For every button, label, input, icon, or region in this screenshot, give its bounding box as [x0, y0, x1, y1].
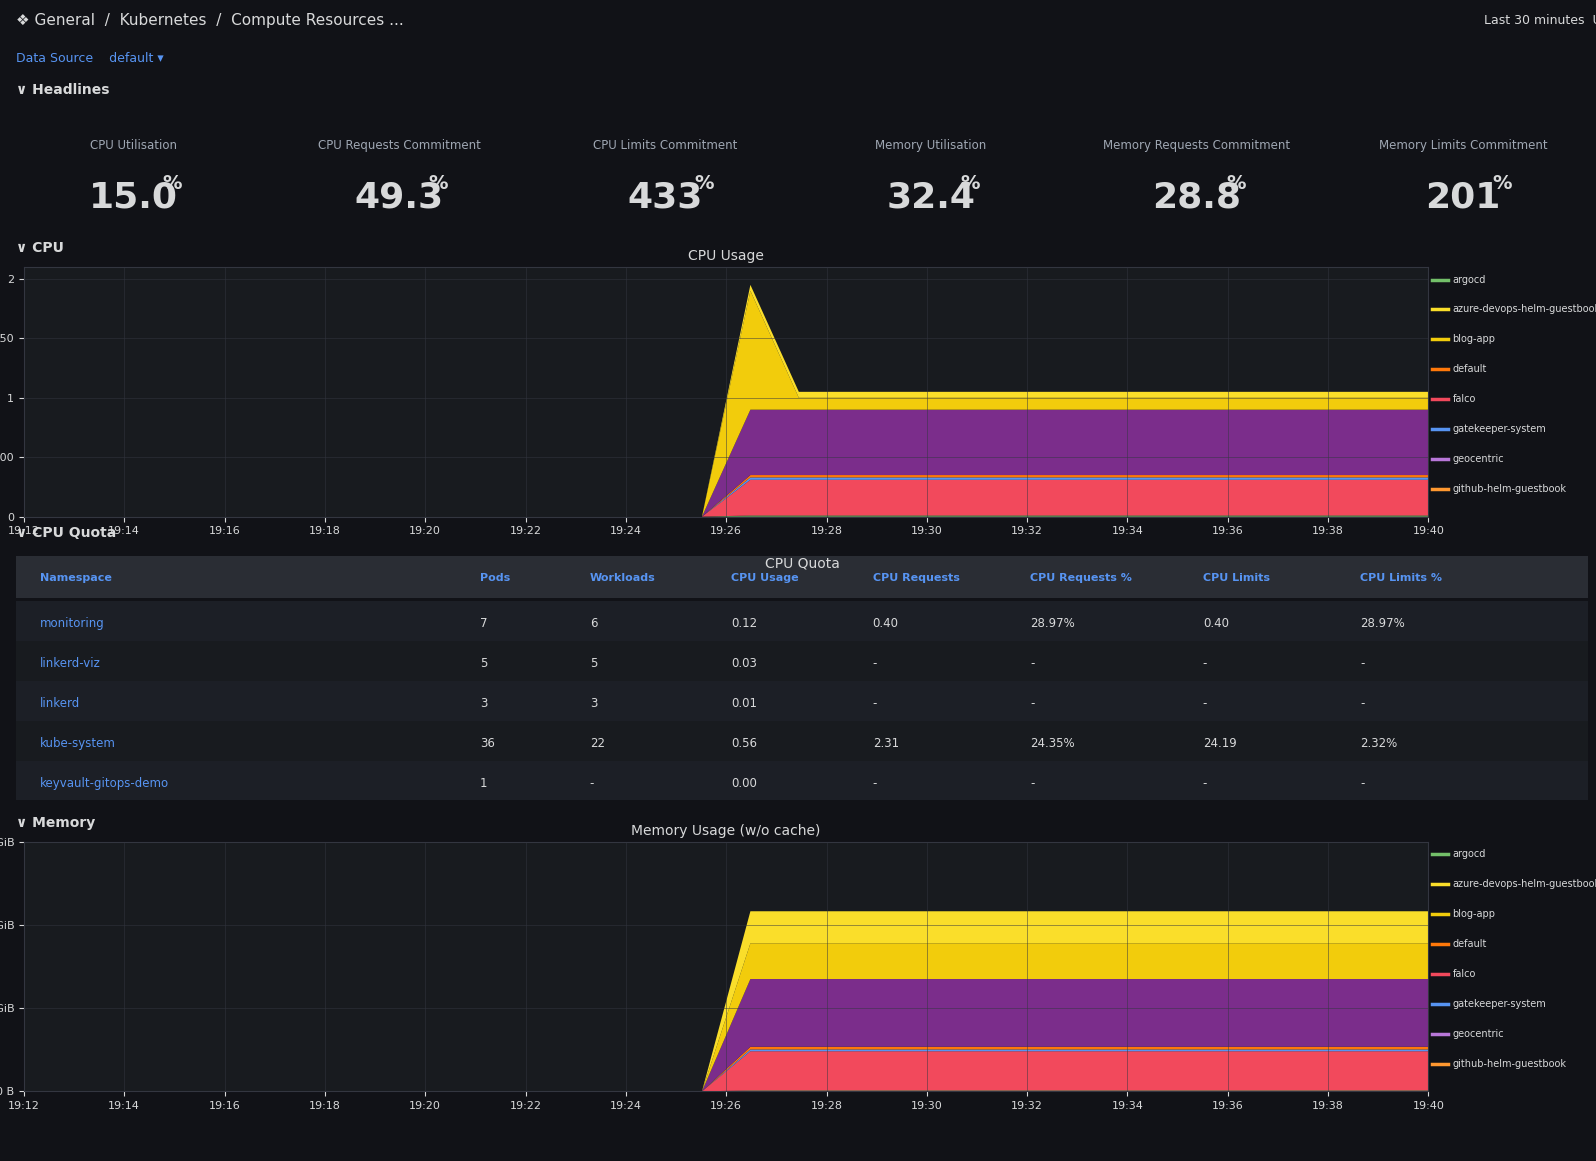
Text: 0.12: 0.12: [731, 618, 758, 630]
Text: github-helm-guestbook: github-helm-guestbook: [1452, 1059, 1566, 1069]
Text: kube-system: kube-system: [40, 737, 115, 750]
Text: 3: 3: [480, 698, 487, 711]
Text: %: %: [1492, 174, 1511, 193]
Text: CPU Usage: CPU Usage: [731, 572, 800, 583]
Text: CPU Requests: CPU Requests: [873, 572, 959, 583]
Text: %: %: [163, 174, 182, 193]
Text: 0.00: 0.00: [731, 777, 757, 791]
Text: keyvault-gitops-demo: keyvault-gitops-demo: [40, 777, 169, 791]
Text: falco: falco: [1452, 969, 1476, 979]
Text: 2.31: 2.31: [873, 737, 899, 750]
Text: -: -: [1360, 777, 1365, 791]
Text: ∨ CPU: ∨ CPU: [16, 241, 64, 255]
Text: %: %: [1226, 174, 1246, 193]
Text: 22: 22: [591, 737, 605, 750]
Text: Namespace: Namespace: [40, 572, 112, 583]
Text: 28.8: 28.8: [1152, 180, 1242, 215]
Text: ∨ Memory: ∨ Memory: [16, 816, 96, 830]
Text: default: default: [1452, 365, 1487, 374]
Text: CPU Limits: CPU Limits: [1203, 572, 1270, 583]
Text: 28.97%: 28.97%: [1029, 618, 1074, 630]
Text: 15.0: 15.0: [88, 180, 177, 215]
Text: 0.40: 0.40: [1203, 618, 1229, 630]
Text: Data Source    default ▾: Data Source default ▾: [16, 51, 163, 65]
Text: Workloads: Workloads: [591, 572, 656, 583]
Text: 3: 3: [591, 698, 597, 711]
Text: 0.56: 0.56: [731, 737, 757, 750]
FancyBboxPatch shape: [16, 760, 1588, 800]
Text: 5: 5: [591, 657, 597, 670]
Text: Memory Limits Commitment: Memory Limits Commitment: [1379, 138, 1547, 152]
Text: Pods: Pods: [480, 572, 511, 583]
Text: ∨ CPU Quota: ∨ CPU Quota: [16, 526, 117, 540]
Text: 24.19: 24.19: [1203, 737, 1237, 750]
Text: ∨ Headlines: ∨ Headlines: [16, 82, 110, 98]
Text: 24.35%: 24.35%: [1029, 737, 1074, 750]
Text: -: -: [1360, 657, 1365, 670]
FancyBboxPatch shape: [16, 721, 1588, 760]
Text: 7: 7: [480, 618, 487, 630]
Text: argocd: argocd: [1452, 274, 1486, 284]
Text: CPU Requests %: CPU Requests %: [1029, 572, 1132, 583]
Text: 49.3: 49.3: [354, 180, 444, 215]
Text: 1: 1: [480, 777, 487, 791]
Text: Memory Utilisation: Memory Utilisation: [875, 138, 986, 152]
Text: 2.32%: 2.32%: [1360, 737, 1398, 750]
Text: 5: 5: [480, 657, 487, 670]
Text: linkerd: linkerd: [40, 698, 80, 711]
Text: github-helm-guestbook: github-helm-guestbook: [1452, 484, 1566, 495]
Text: gatekeeper-system: gatekeeper-system: [1452, 424, 1547, 434]
Text: 36: 36: [480, 737, 495, 750]
Text: %: %: [428, 174, 448, 193]
Text: Last 30 minutes  UTC ▾     10s: Last 30 minutes UTC ▾ 10s: [1484, 14, 1596, 27]
Text: 0.03: 0.03: [731, 657, 757, 670]
FancyBboxPatch shape: [16, 641, 1588, 680]
Text: 0.01: 0.01: [731, 698, 757, 711]
Text: azure-devops-helm-guestbook: azure-devops-helm-guestbook: [1452, 879, 1596, 889]
Text: azure-devops-helm-guestbook: azure-devops-helm-guestbook: [1452, 304, 1596, 315]
Text: default: default: [1452, 939, 1487, 949]
Text: falco: falco: [1452, 395, 1476, 404]
Text: -: -: [873, 777, 878, 791]
Text: %: %: [961, 174, 980, 193]
Text: -: -: [1360, 698, 1365, 711]
Text: 6: 6: [591, 618, 597, 630]
FancyBboxPatch shape: [16, 680, 1588, 721]
Text: -: -: [1029, 657, 1034, 670]
Text: -: -: [591, 777, 594, 791]
Text: %: %: [694, 174, 713, 193]
Text: 28.97%: 28.97%: [1360, 618, 1404, 630]
Text: monitoring: monitoring: [40, 618, 104, 630]
Text: blog-app: blog-app: [1452, 909, 1495, 920]
Text: -: -: [1203, 657, 1207, 670]
Text: argocd: argocd: [1452, 849, 1486, 859]
Text: CPU Utilisation: CPU Utilisation: [89, 138, 177, 152]
Text: -: -: [1029, 698, 1034, 711]
Text: 0.40: 0.40: [873, 618, 899, 630]
Text: 433: 433: [627, 180, 702, 215]
Text: Memory Requests Commitment: Memory Requests Commitment: [1103, 138, 1291, 152]
FancyBboxPatch shape: [16, 600, 1588, 641]
Text: geocentric: geocentric: [1452, 1029, 1503, 1039]
Text: geocentric: geocentric: [1452, 454, 1503, 464]
Text: -: -: [1203, 777, 1207, 791]
Text: 32.4: 32.4: [886, 180, 975, 215]
Text: ❖ General  /  Kubernetes  /  Compute Resources ...: ❖ General / Kubernetes / Compute Resourc…: [16, 13, 404, 28]
Text: -: -: [1203, 698, 1207, 711]
Text: CPU Requests Commitment: CPU Requests Commitment: [318, 138, 480, 152]
Text: gatekeeper-system: gatekeeper-system: [1452, 998, 1547, 1009]
Title: Memory Usage (w/o cache): Memory Usage (w/o cache): [632, 824, 820, 838]
Text: -: -: [1029, 777, 1034, 791]
Text: CPU Quota: CPU Quota: [764, 557, 839, 571]
Text: blog-app: blog-app: [1452, 334, 1495, 345]
Text: 201: 201: [1425, 180, 1500, 215]
Text: CPU Limits Commitment: CPU Limits Commitment: [592, 138, 737, 152]
Text: CPU Limits %: CPU Limits %: [1360, 572, 1443, 583]
FancyBboxPatch shape: [16, 556, 1588, 598]
Text: linkerd-viz: linkerd-viz: [40, 657, 101, 670]
Text: -: -: [873, 657, 878, 670]
Title: CPU Usage: CPU Usage: [688, 250, 764, 264]
Text: -: -: [873, 698, 878, 711]
